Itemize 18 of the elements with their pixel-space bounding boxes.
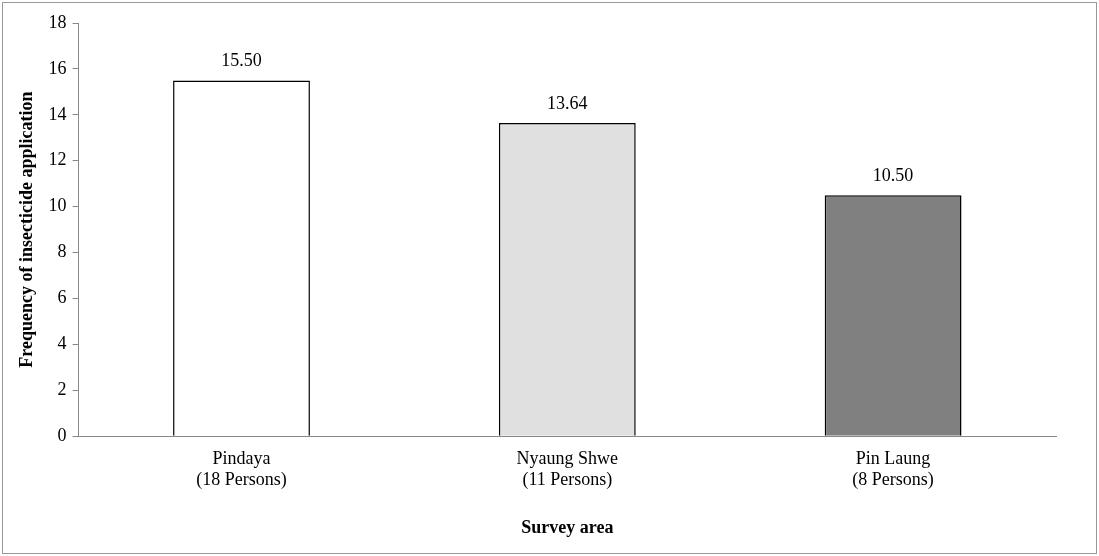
- data-label: 10.50: [872, 164, 914, 185]
- y-axis-title: Frequency of insecticide application: [16, 91, 37, 368]
- y-tick-label: 4: [57, 333, 67, 354]
- data-label: 13.64: [547, 92, 588, 113]
- x-tick-label: Nyaung Shwe (11 Persons): [516, 447, 619, 491]
- y-tick-label: 16: [48, 57, 67, 78]
- y-tick-label: 0: [57, 424, 67, 445]
- y-tick-label: 14: [48, 103, 67, 124]
- y-tick-label: 18: [48, 11, 67, 32]
- y-tick-label: 8: [57, 241, 67, 262]
- x-tick-label: Pindaya (18 Persons): [196, 447, 287, 491]
- y-tick-label: 10: [48, 195, 67, 216]
- y-tick-label: 12: [48, 149, 67, 170]
- y-tick-label: 2: [57, 379, 67, 400]
- y-tick-label: 6: [57, 287, 67, 308]
- x-tick-label: Pin Laung (8 Persons): [852, 447, 934, 491]
- data-label: 15.50: [221, 50, 262, 71]
- x-axis-title: Survey area: [521, 516, 614, 537]
